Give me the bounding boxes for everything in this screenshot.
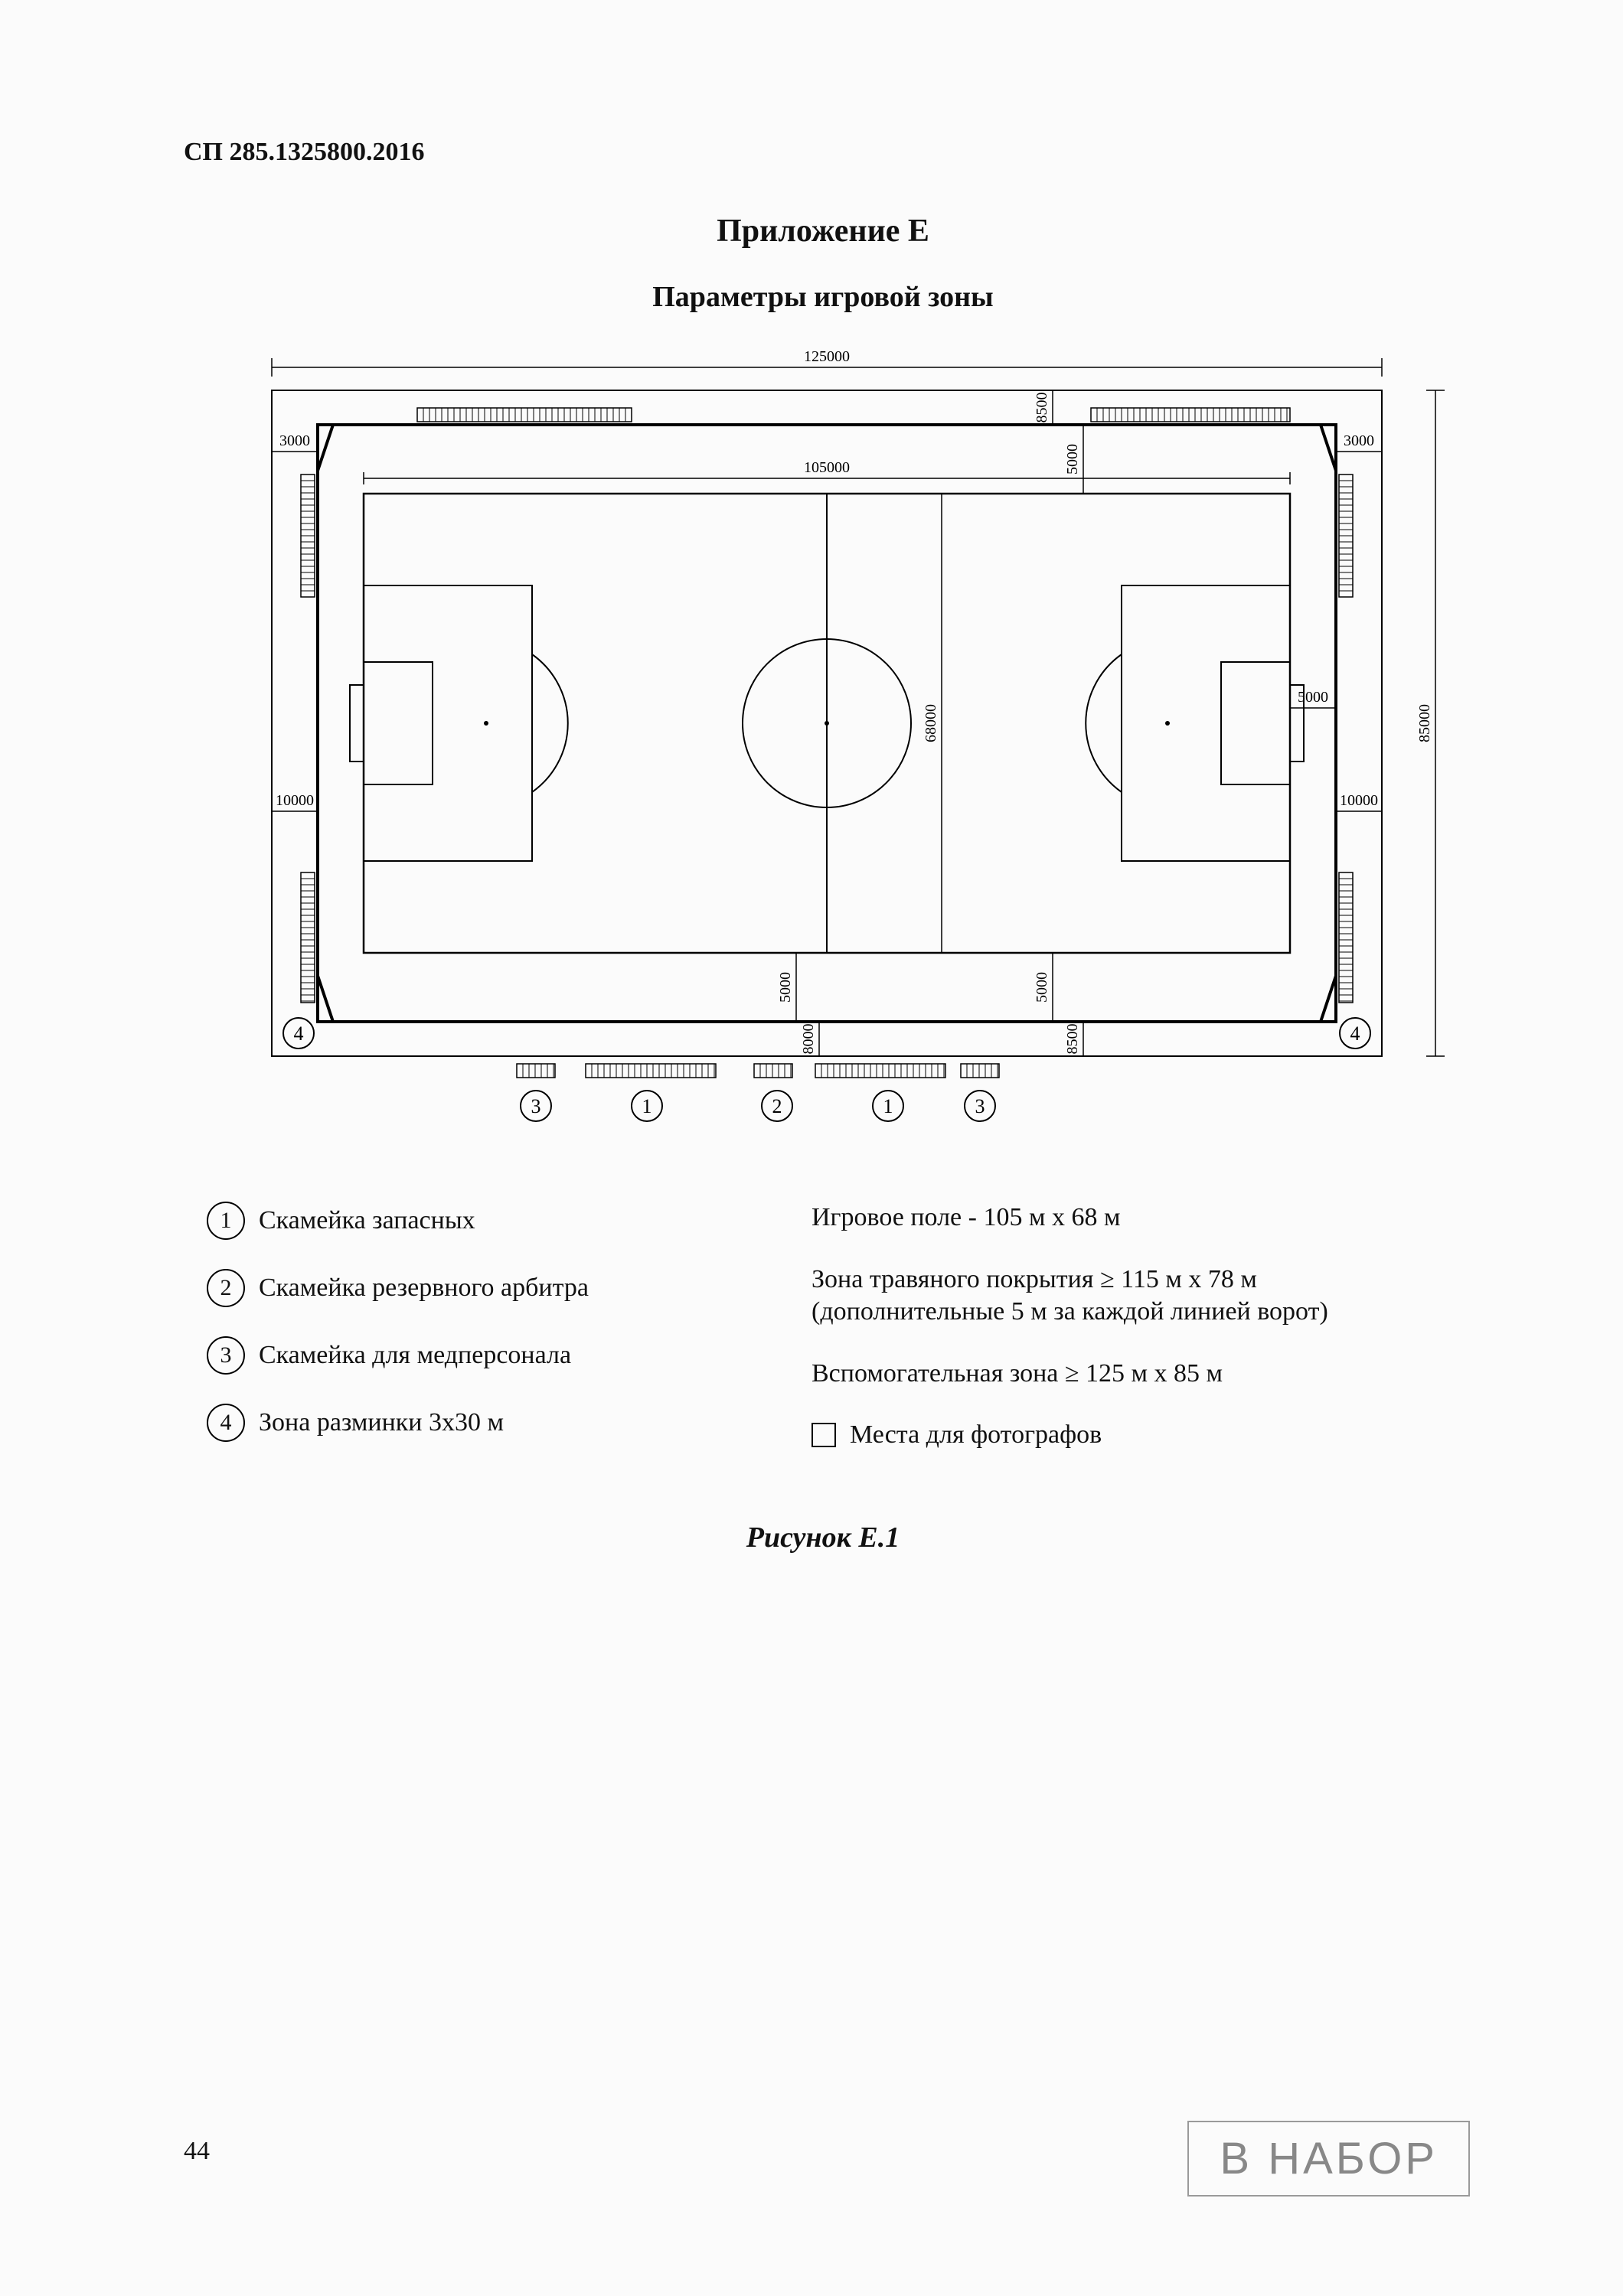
svg-text:68000: 68000: [923, 704, 939, 742]
figure-caption: Рисунок Е.1: [184, 1521, 1462, 1554]
svg-text:4: 4: [1350, 1022, 1360, 1045]
svg-text:5000: 5000: [1064, 444, 1081, 475]
svg-text:1: 1: [642, 1095, 652, 1117]
legend-marker-4: 4: [207, 1404, 245, 1442]
legend-item: 4 Зона разминки 3х30 м: [207, 1404, 589, 1442]
legend-label: Скамейка запасных: [259, 1205, 475, 1238]
legend-item: Места для фотографов: [812, 1419, 1439, 1452]
svg-text:5000: 5000: [1034, 972, 1050, 1003]
page-number: 44: [184, 2137, 210, 2166]
legend-label: Зона разминки 3х30 м: [259, 1407, 504, 1440]
legend-marker-1: 1: [207, 1202, 245, 1240]
legend-item: 2 Скамейка резервного арбитра: [207, 1269, 589, 1307]
svg-text:3000: 3000: [1344, 432, 1374, 449]
legend: 1 Скамейка запасных 2 Скамейка резервног…: [184, 1202, 1462, 1452]
svg-text:125000: 125000: [804, 348, 850, 365]
svg-text:2: 2: [772, 1095, 782, 1117]
legend-left-column: 1 Скамейка запасных 2 Скамейка резервног…: [207, 1202, 589, 1452]
legend-item: Игровое поле - 105 м х 68 м: [812, 1202, 1439, 1234]
legend-marker-square: [812, 1423, 836, 1447]
svg-text:10000: 10000: [276, 792, 314, 809]
field-diagram: 1250008500010500068000300030001000010000…: [188, 337, 1458, 1163]
legend-item: Зона травяного покрытия ≥ 115 м х 78 м (…: [812, 1264, 1439, 1329]
svg-text:8500: 8500: [1064, 1024, 1081, 1055]
figure: 1250008500010500068000300030001000010000…: [184, 337, 1462, 1163]
svg-text:5000: 5000: [1298, 689, 1328, 706]
svg-text:1: 1: [883, 1095, 893, 1117]
svg-text:4: 4: [294, 1022, 304, 1045]
svg-text:3: 3: [975, 1095, 985, 1117]
legend-label: Вспомогательная зона ≥ 125 м х 85 м: [812, 1358, 1223, 1391]
legend-item: 1 Скамейка запасных: [207, 1202, 589, 1240]
legend-label: Скамейка для медперсонала: [259, 1339, 571, 1372]
appendix-title: Приложение Е: [184, 213, 1462, 249]
svg-text:8000: 8000: [800, 1024, 817, 1055]
legend-right-column: Игровое поле - 105 м х 68 м Зона травяно…: [812, 1202, 1439, 1452]
legend-item: 3 Скамейка для медперсонала: [207, 1336, 589, 1375]
svg-text:3000: 3000: [279, 432, 310, 449]
svg-text:5000: 5000: [777, 972, 794, 1003]
legend-label: Игровое поле - 105 м х 68 м: [812, 1202, 1120, 1234]
page: СП 285.1325800.2016 Приложение Е Парамет…: [0, 0, 1623, 2296]
legend-label: Места для фотографов: [850, 1419, 1102, 1452]
svg-text:105000: 105000: [804, 459, 850, 476]
document-code: СП 285.1325800.2016: [184, 138, 1462, 167]
subtitle: Параметры игровой зоны: [184, 280, 1462, 314]
legend-label: Скамейка резервного арбитра: [259, 1272, 589, 1305]
svg-text:3: 3: [531, 1095, 541, 1117]
svg-text:10000: 10000: [1340, 792, 1378, 809]
legend-label: Зона травяного покрытия ≥ 115 м х 78 м (…: [812, 1264, 1439, 1329]
svg-text:85000: 85000: [1416, 704, 1433, 742]
legend-marker-3: 3: [207, 1336, 245, 1375]
stamp: В НАБОР: [1187, 2121, 1470, 2197]
legend-item: Вспомогательная зона ≥ 125 м х 85 м: [812, 1358, 1439, 1391]
legend-marker-2: 2: [207, 1269, 245, 1307]
svg-text:8500: 8500: [1034, 393, 1050, 423]
